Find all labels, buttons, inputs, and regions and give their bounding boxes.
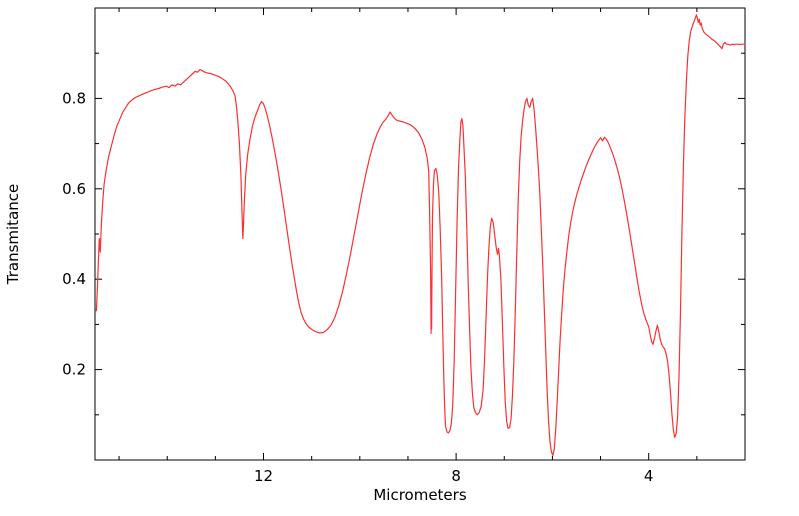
y-tick-label: 0.6 <box>62 180 86 198</box>
spectrum-line <box>95 14 746 457</box>
x-tick-label: 4 <box>644 467 654 485</box>
axis-tick-labels: 12 8 4 0.2 0.4 0.6 0.8 <box>62 89 653 485</box>
x-tick-label: 8 <box>451 467 461 485</box>
y-axis-title: Transmitance <box>4 184 22 285</box>
y-tick-label: 0.4 <box>62 270 86 288</box>
plot-border <box>94 7 746 461</box>
y-tick-label: 0.8 <box>62 89 86 107</box>
x-axis-title: Micrometers <box>373 486 466 504</box>
y-tick-label: 0.2 <box>62 361 86 379</box>
spectrum-series <box>95 14 746 457</box>
x-tick-label: 12 <box>254 467 273 485</box>
axis-ticks <box>95 8 745 460</box>
